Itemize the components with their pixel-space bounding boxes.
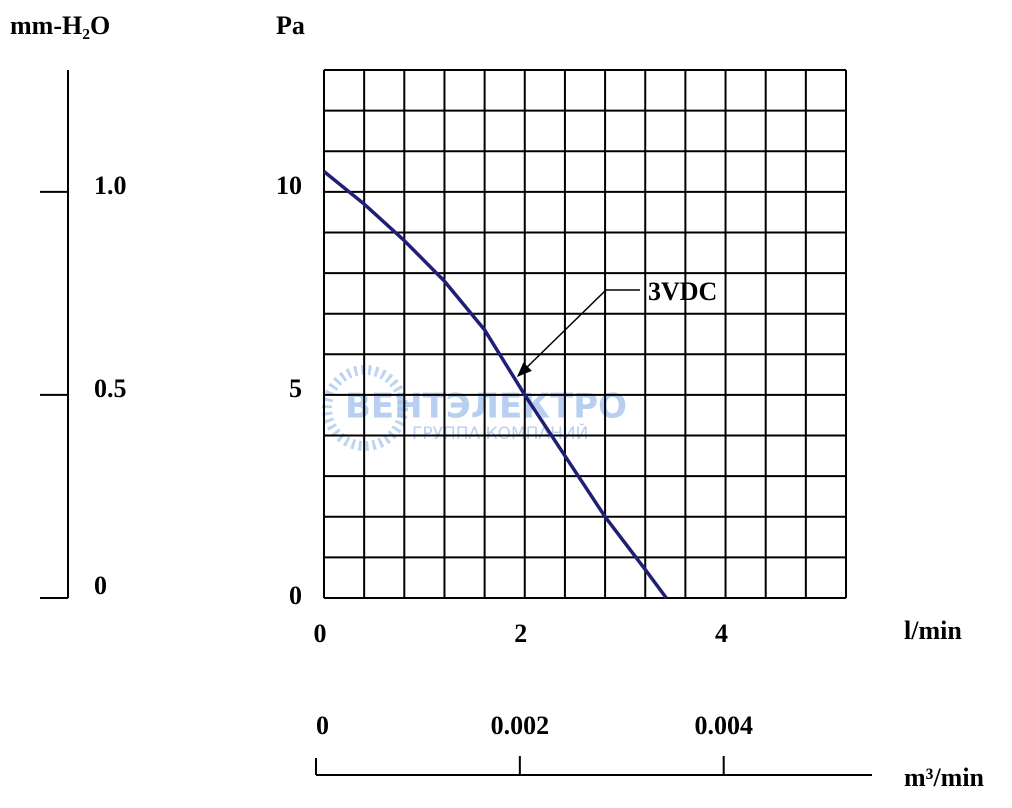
y2-tick-label: 1.0 <box>94 171 127 200</box>
watermark-subtitle: ГРУППА КОМПАНИЙ <box>412 422 588 444</box>
y-tick-label: 0 <box>289 581 302 610</box>
y2-axis-label: mm-H₂O <box>10 11 110 40</box>
series-line <box>322 170 668 600</box>
x-tick-label: 2 <box>514 619 527 648</box>
y-tick-label: 5 <box>289 374 302 403</box>
series-annotation: 3VDC <box>648 277 717 306</box>
watermark-logo <box>322 365 408 451</box>
y2-tick-label: 0 <box>94 571 107 600</box>
y-axis-label: Pa <box>276 11 305 40</box>
x2-tick-label: 0.002 <box>491 711 550 740</box>
y-tick-label: 10 <box>276 171 302 200</box>
x2-tick-label: 0.004 <box>694 711 753 740</box>
watermark-title: ВЕНТЭЛЕКТРО <box>345 387 627 427</box>
x-axis-label: l/min <box>904 616 962 645</box>
x-tick-label: 0 <box>314 619 327 648</box>
x-tick-label: 4 <box>715 619 728 648</box>
x2-axis-label: m³/min <box>904 763 985 792</box>
annotation-arrow <box>516 289 640 378</box>
y2-tick-label: 0.5 <box>94 374 127 403</box>
x2-tick-label: 0 <box>316 711 329 740</box>
